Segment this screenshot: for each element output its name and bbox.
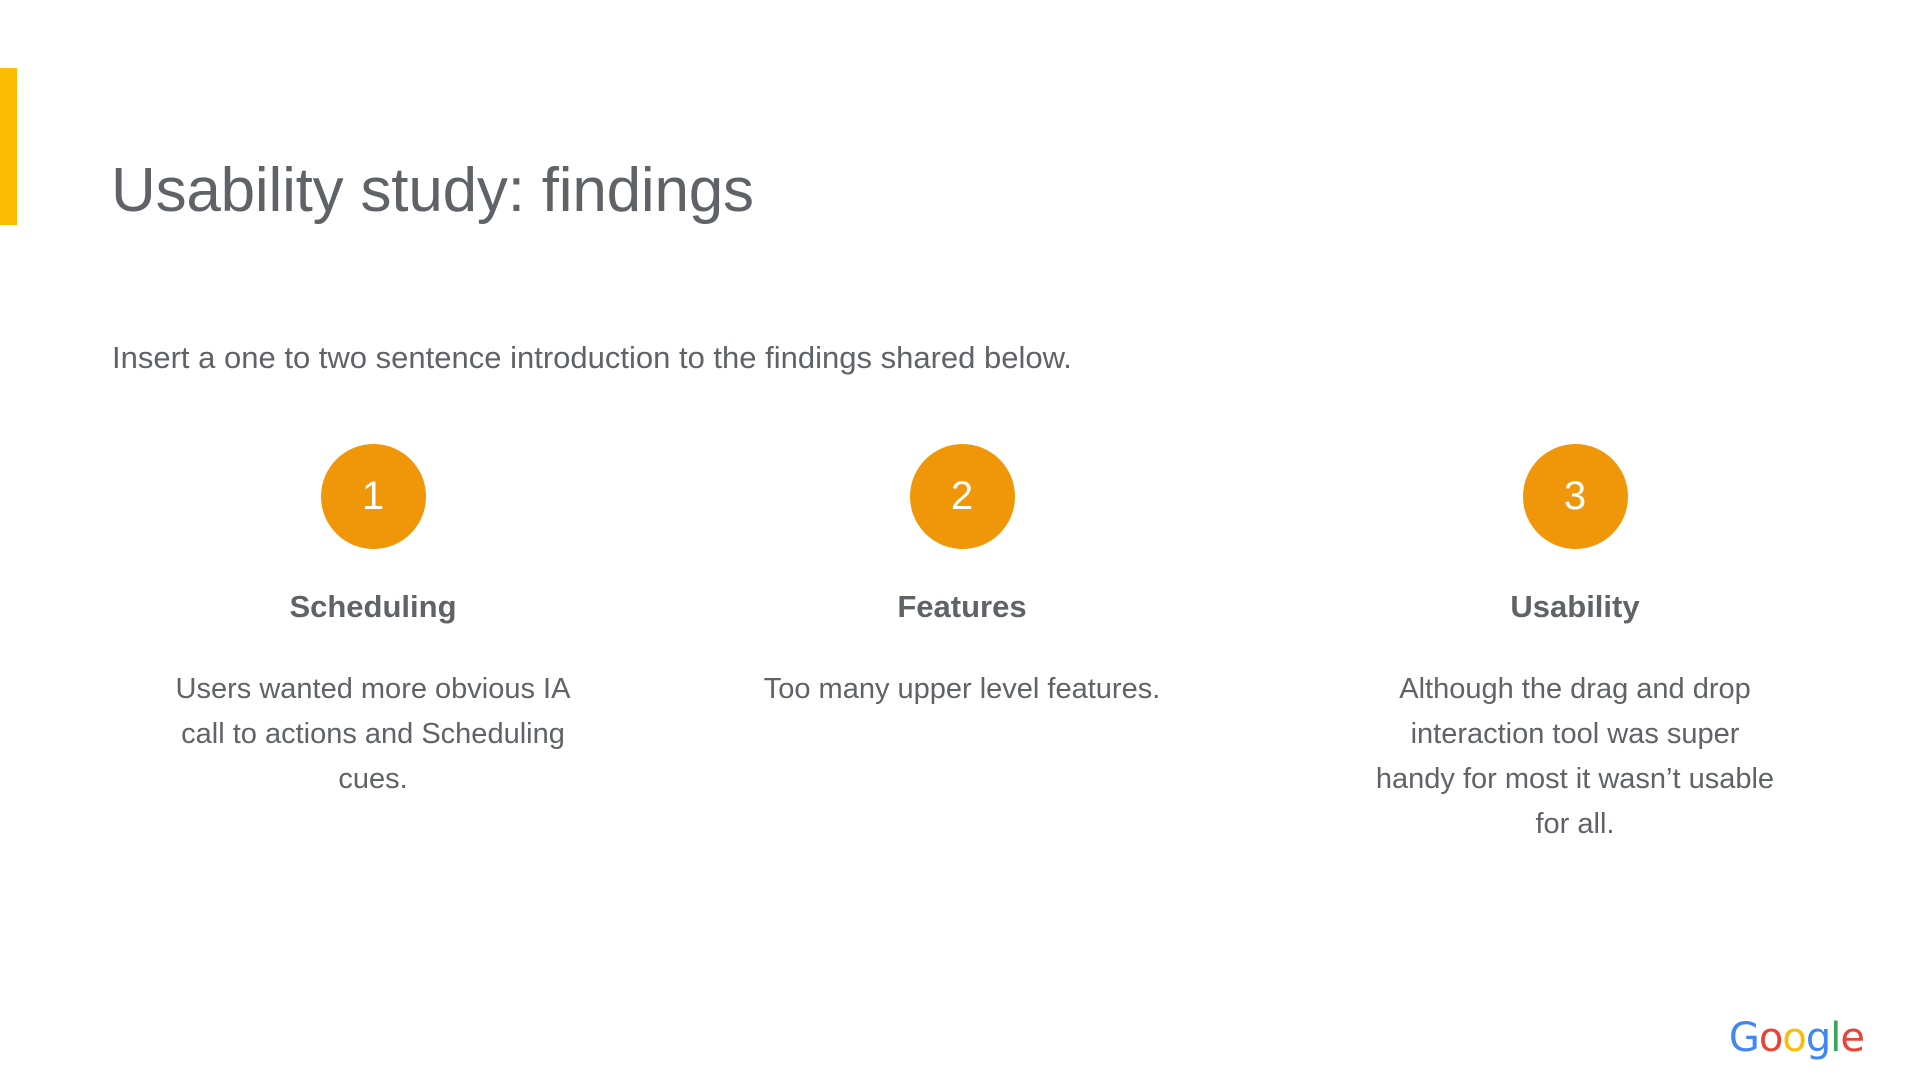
google-logo-letter-5: l [1830,1015,1841,1061]
intro-paragraph: Insert a one to two sentence introductio… [112,340,1072,375]
finding-body-1: Users wanted more obvious IA call to act… [175,673,571,796]
google-logo-letter-2: o [1758,1015,1784,1061]
finding-heading-2: Features [897,589,1027,624]
finding-body-2: Too many upper level features. [763,673,1161,706]
google-logo-letter-4: g [1805,1015,1831,1061]
finding-body-3: Although the drag and drop interaction t… [1375,673,1775,841]
findings-row: 1 Scheduling Users wanted more obvious I… [0,444,1920,847]
finding-heading-1: Scheduling [289,589,457,624]
yellow-accent-bar [0,68,17,225]
finding-column-3: 3 Usability Although the drag and drop i… [1365,444,1785,847]
finding-number-badge-1: 1 [320,444,426,549]
page-title: Usability study: findings [111,155,754,225]
google-logo-letter-3: o [1782,1015,1807,1061]
finding-number-badge-3: 3 [1522,444,1628,549]
google-wordmark-logo: Google [1728,1015,1865,1061]
google-logo-letter-6: e [1840,1015,1865,1061]
finding-number-badge-2: 2 [909,444,1015,549]
finding-column-1: 1 Scheduling Users wanted more obvious I… [163,444,583,802]
finding-heading-3: Usability [1510,589,1640,624]
google-logo-letter-1: G [1728,1015,1760,1061]
finding-column-2: 2 Features Too many upper level features… [752,444,1172,712]
